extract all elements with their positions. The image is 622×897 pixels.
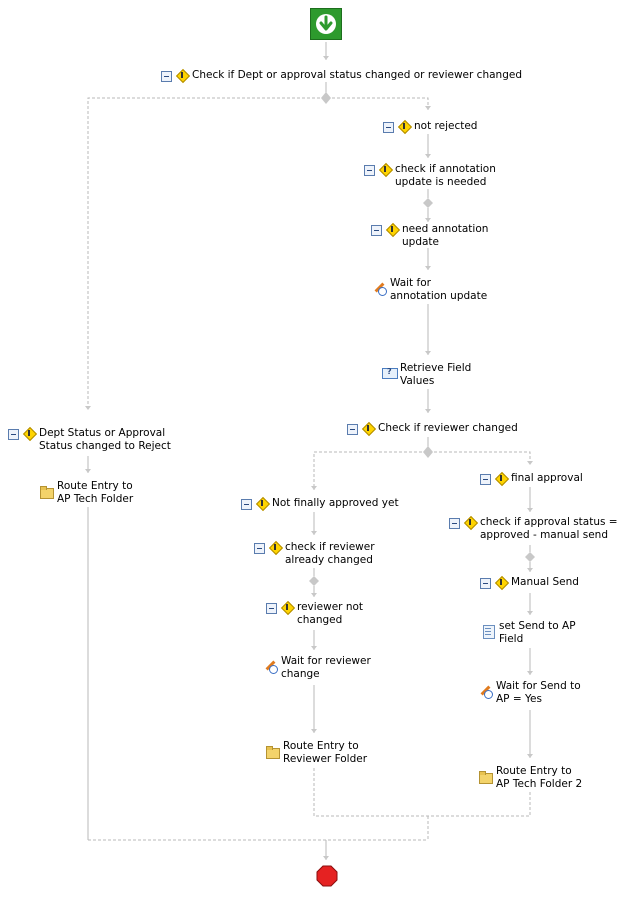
condition-diamond-icon — [281, 601, 293, 613]
collapse-icon[interactable] — [364, 165, 375, 176]
node-label: Wait for annotation update — [390, 277, 488, 302]
collapse-icon[interactable] — [254, 543, 265, 554]
workflow-node-n18[interactable]: set Send to AP Field — [481, 620, 576, 646]
document-icon — [481, 624, 495, 639]
folder-icon — [265, 744, 280, 759]
condition-diamond-icon — [362, 422, 374, 434]
collapse-icon[interactable] — [8, 429, 19, 440]
start-arrow-icon — [316, 14, 336, 34]
node-label: final approval — [511, 472, 583, 484]
condition-diamond-icon — [495, 472, 507, 484]
condition-diamond-icon — [379, 163, 391, 175]
node-label: Manual Send — [511, 576, 579, 588]
workflow-node-n15[interactable]: final approval — [480, 472, 583, 485]
workflow-node-n11[interactable]: check if reviewer already changed — [254, 541, 375, 567]
workflow-node-n6[interactable]: Retrieve Field Values — [382, 362, 471, 388]
field-icon — [382, 365, 398, 379]
collapse-icon[interactable] — [383, 122, 394, 133]
end-node[interactable] — [316, 865, 338, 887]
condition-diamond-icon — [176, 69, 188, 81]
collapse-icon[interactable] — [266, 603, 277, 614]
node-label: Not finally approved yet — [272, 497, 399, 509]
workflow-node-n19[interactable]: Wait for Send to AP = Yes — [478, 680, 581, 706]
workflow-node-n5[interactable]: Wait for annotation update — [372, 277, 487, 303]
node-label: Dept Status or Approval Status changed t… — [39, 427, 171, 452]
wait-pencil-icon — [478, 683, 493, 699]
condition-diamond-icon — [495, 576, 507, 588]
workflow-node-n3[interactable]: check if annotation update is needed — [364, 163, 496, 189]
node-label: Wait for Send to AP = Yes — [496, 680, 581, 705]
node-label: Check if reviewer changed — [378, 422, 518, 434]
workflow-node-n1[interactable]: Check if Dept or approval status changed… — [161, 69, 522, 82]
node-label: not rejected — [414, 120, 478, 132]
collapse-icon[interactable] — [371, 225, 382, 236]
workflow-node-n16[interactable]: check if approval status = approved - ma… — [449, 516, 618, 542]
collapse-icon[interactable] — [449, 518, 460, 529]
merge-diamond — [309, 576, 319, 586]
node-label: Wait for reviewer change — [281, 655, 371, 680]
node-label: Route Entry to Reviewer Folder — [283, 740, 368, 765]
node-label: Retrieve Field Values — [400, 362, 472, 387]
workflow-node-n9[interactable]: Route Entry to AP Tech Folder — [39, 480, 133, 506]
node-label: check if reviewer already changed — [285, 541, 375, 566]
condition-diamond-icon — [464, 516, 476, 528]
collapse-icon[interactable] — [161, 71, 172, 82]
folder-icon — [39, 484, 54, 499]
node-label: check if annotation update is needed — [395, 163, 496, 188]
workflow-node-n17[interactable]: Manual Send — [480, 576, 579, 589]
workflow-node-n20[interactable]: Route Entry to AP Tech Folder 2 — [478, 765, 582, 791]
condition-diamond-icon — [386, 223, 398, 235]
condition-diamond-icon — [23, 427, 35, 439]
condition-diamond-icon — [269, 541, 281, 553]
condition-diamond-icon — [256, 497, 268, 509]
start-node[interactable] — [310, 8, 342, 40]
workflow-node-n14[interactable]: Route Entry to Reviewer Folder — [265, 740, 367, 766]
branch-diamond — [321, 92, 331, 104]
folder-icon — [478, 769, 493, 784]
node-label: set Send to AP Field — [499, 620, 576, 645]
collapse-icon[interactable] — [480, 474, 491, 485]
node-label: Route Entry to AP Tech Folder 2 — [496, 765, 583, 790]
stop-octagon-icon — [316, 865, 338, 887]
workflow-node-n2[interactable]: not rejected — [383, 120, 477, 133]
wait-pencil-icon — [263, 658, 278, 674]
workflow-node-n8[interactable]: Dept Status or Approval Status changed t… — [8, 427, 171, 453]
merge-diamond — [423, 198, 433, 208]
wait-pencil-icon — [372, 280, 387, 296]
collapse-icon[interactable] — [347, 424, 358, 435]
node-label: Route Entry to AP Tech Folder — [57, 480, 134, 505]
collapse-icon[interactable] — [241, 499, 252, 510]
branch-diamond — [423, 446, 433, 458]
workflow-node-n4[interactable]: need annotation update — [371, 223, 488, 249]
workflow-node-n10[interactable]: Not finally approved yet — [241, 497, 399, 510]
condition-diamond-icon — [398, 120, 410, 132]
workflow-node-n12[interactable]: reviewer not changed — [266, 601, 363, 627]
node-label: reviewer not changed — [297, 601, 364, 626]
node-label: Check if Dept or approval status changed… — [192, 69, 522, 81]
collapse-icon[interactable] — [480, 578, 491, 589]
node-label: check if approval status = approved - ma… — [480, 516, 618, 541]
workflow-node-n13[interactable]: Wait for reviewer change — [263, 655, 371, 681]
merge-diamond — [525, 552, 535, 562]
workflow-node-n7[interactable]: Check if reviewer changed — [347, 422, 518, 435]
node-label: need annotation update — [402, 223, 489, 248]
